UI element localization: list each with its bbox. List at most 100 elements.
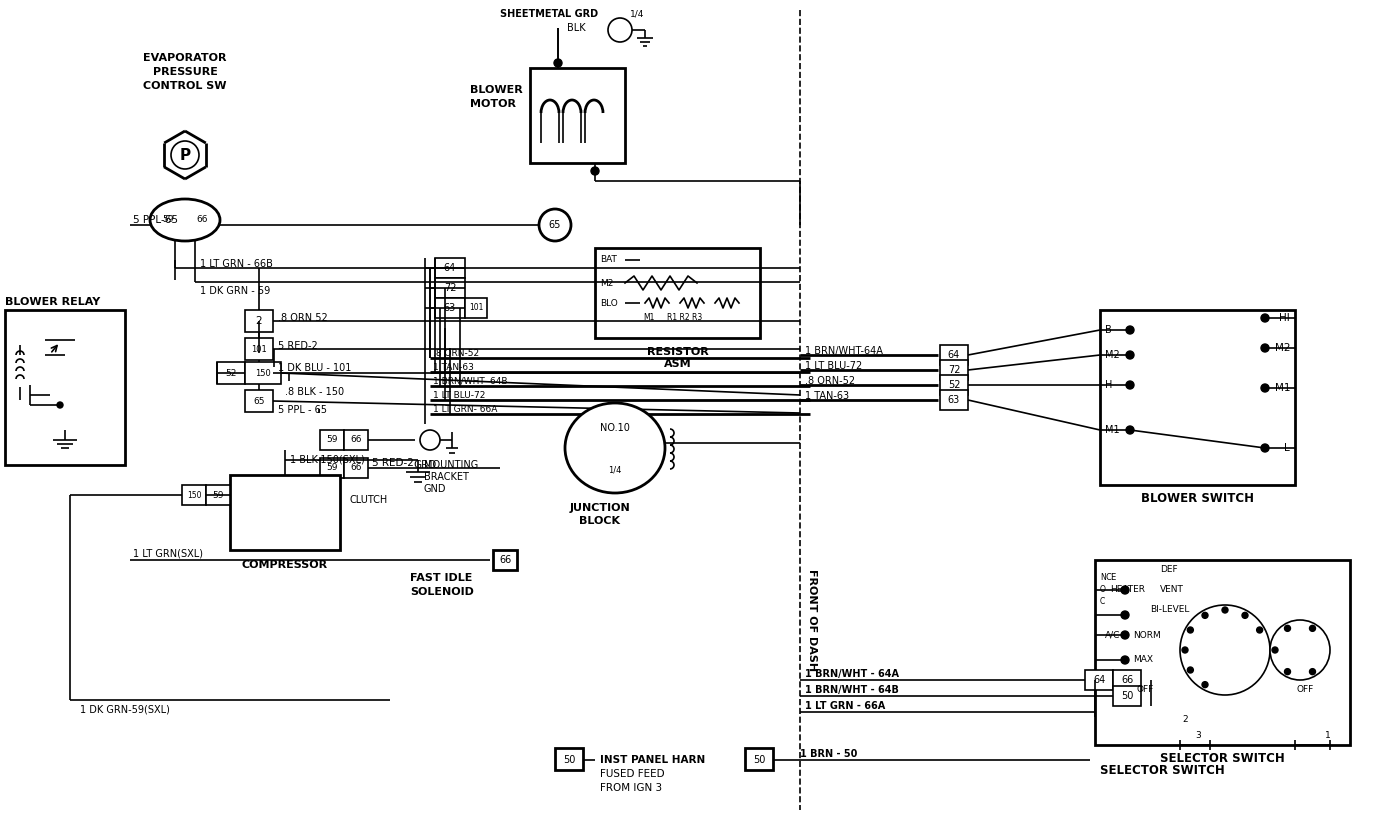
Bar (344, 430, 367, 450)
Text: ASM: ASM (664, 359, 692, 369)
Text: H: H (1105, 380, 1112, 390)
Circle shape (1182, 647, 1187, 653)
Circle shape (420, 430, 440, 450)
Text: 64: 64 (948, 350, 960, 360)
Text: FROM IGN 3: FROM IGN 3 (600, 783, 663, 793)
Bar (530, 68, 625, 163)
Text: NO.10: NO.10 (600, 423, 631, 433)
Bar (191, 209, 213, 231)
Text: 50: 50 (753, 755, 766, 765)
Circle shape (1121, 631, 1129, 639)
Text: PRESSURE: PRESSURE (153, 67, 217, 77)
Text: INST PANEL HARN: INST PANEL HARN (600, 755, 706, 765)
Bar (1084, 670, 1114, 690)
Text: EVAPORATOR: EVAPORATOR (143, 53, 227, 63)
Circle shape (1261, 344, 1270, 352)
Bar (940, 345, 967, 365)
Text: 1/4: 1/4 (608, 465, 622, 474)
Text: HEATER: HEATER (1109, 586, 1146, 595)
Text: SHEETMETAL GRD: SHEETMETAL GRD (500, 9, 599, 19)
Bar (745, 748, 773, 770)
Text: N: N (1100, 573, 1105, 582)
Text: 50: 50 (1121, 691, 1133, 701)
Bar (320, 458, 344, 478)
Bar (434, 298, 465, 318)
Text: R1 R2 R3: R1 R2 R3 (667, 314, 702, 323)
Circle shape (1126, 326, 1134, 334)
Bar (245, 390, 273, 412)
Circle shape (1203, 612, 1208, 618)
Text: P: P (180, 147, 191, 162)
Text: BLOWER: BLOWER (470, 85, 523, 95)
Text: 101: 101 (251, 344, 267, 354)
Text: 1 BRN/WHT - 64A: 1 BRN/WHT - 64A (805, 669, 899, 679)
Circle shape (1126, 381, 1134, 389)
Text: RESISTOR: RESISTOR (647, 347, 709, 357)
Text: BLOCK: BLOCK (579, 516, 621, 526)
Text: 5 RED-2: 5 RED-2 (278, 341, 317, 351)
Bar (940, 375, 967, 395)
Bar (344, 458, 367, 478)
Text: CONTROL SW: CONTROL SW (143, 81, 227, 91)
Circle shape (1126, 426, 1134, 434)
Bar (206, 485, 230, 505)
Ellipse shape (150, 199, 220, 241)
Bar (1114, 686, 1141, 706)
Text: 1 DK GRN-59(SXL): 1 DK GRN-59(SXL) (79, 705, 170, 715)
Text: SOLENOID: SOLENOID (411, 587, 473, 597)
Text: FAST IDLE: FAST IDLE (411, 573, 472, 583)
Text: O: O (1100, 586, 1105, 595)
Bar (1096, 560, 1350, 745)
Circle shape (597, 425, 633, 461)
Text: 66: 66 (1121, 675, 1133, 685)
Circle shape (1272, 647, 1278, 653)
Bar (594, 248, 760, 338)
Bar (434, 258, 465, 278)
Text: HI: HI (1279, 313, 1290, 323)
Text: C: C (1100, 597, 1105, 607)
Text: 5 RED-2: 5 RED-2 (372, 458, 413, 468)
Text: A/C: A/C (1105, 631, 1121, 640)
Text: M2: M2 (600, 279, 614, 288)
Text: 1 BRN - 50: 1 BRN - 50 (800, 749, 857, 759)
Circle shape (1261, 444, 1270, 452)
Text: MOUNTING: MOUNTING (425, 460, 479, 470)
Bar (940, 390, 967, 410)
Circle shape (592, 167, 599, 175)
Text: L: L (1285, 443, 1290, 453)
Text: 1 TAN-63: 1 TAN-63 (805, 391, 849, 401)
Circle shape (1261, 314, 1270, 322)
Circle shape (1310, 669, 1315, 675)
Text: 1 LT BLU-72: 1 LT BLU-72 (433, 390, 486, 399)
Text: CLUTCH: CLUTCH (349, 495, 388, 505)
Text: 59: 59 (163, 215, 174, 225)
Text: BLOWER RELAY: BLOWER RELAY (6, 297, 100, 307)
Circle shape (1242, 612, 1249, 618)
Text: 66: 66 (498, 555, 511, 565)
Text: 1 LT GRN(SXL): 1 LT GRN(SXL) (134, 549, 203, 559)
Text: COMPRESSOR: COMPRESSOR (242, 560, 329, 570)
Text: 66: 66 (196, 215, 207, 225)
Circle shape (1121, 586, 1129, 594)
Bar (1114, 670, 1141, 690)
Circle shape (1187, 627, 1193, 633)
Text: 66: 66 (351, 463, 362, 473)
Text: M1: M1 (1275, 383, 1290, 393)
Text: 1 BRN/WHT-64A: 1 BRN/WHT-64A (805, 346, 883, 356)
Circle shape (1261, 384, 1270, 392)
Text: 1 TAN-63: 1 TAN-63 (433, 363, 473, 372)
Text: 63: 63 (444, 303, 457, 313)
Bar (245, 338, 273, 360)
Circle shape (1121, 611, 1129, 619)
Ellipse shape (565, 403, 665, 493)
Text: E: E (1109, 573, 1115, 582)
Circle shape (607, 435, 624, 451)
Text: 1 BRN/WHT - 64B: 1 BRN/WHT - 64B (805, 685, 899, 695)
Text: 63: 63 (948, 395, 960, 405)
Text: SELECTOR SWITCH: SELECTOR SWITCH (1100, 764, 1225, 776)
Text: SELECTOR SWITCH: SELECTOR SWITCH (1160, 752, 1285, 765)
Bar (230, 475, 340, 550)
Bar (157, 209, 180, 231)
Circle shape (1310, 626, 1315, 631)
Text: 59: 59 (326, 463, 338, 473)
